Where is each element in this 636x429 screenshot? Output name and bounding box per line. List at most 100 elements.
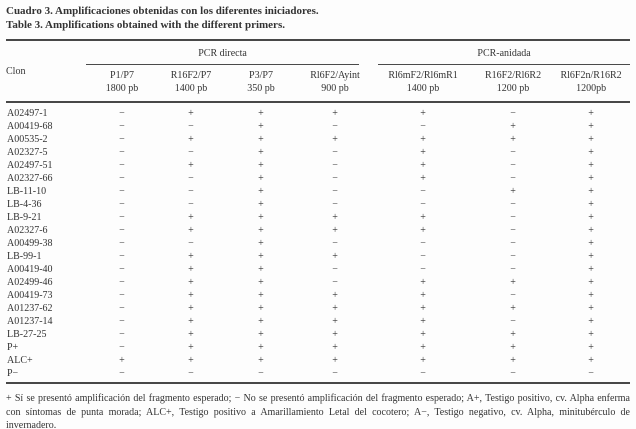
primer-size: 1800 pb bbox=[105, 83, 139, 94]
result-cell: − bbox=[119, 173, 125, 184]
result-cell: + bbox=[332, 251, 338, 262]
result-cell: + bbox=[119, 355, 125, 366]
result-cell: − bbox=[119, 225, 125, 236]
result-cell: + bbox=[588, 342, 594, 353]
result-cell: + bbox=[420, 147, 426, 158]
clone-name: P− bbox=[6, 367, 86, 384]
footnote: + Sí se presentó amplificación del fragm… bbox=[6, 393, 630, 429]
result-cell: + bbox=[258, 186, 264, 197]
result-cell: + bbox=[420, 225, 426, 236]
result-cell: + bbox=[420, 329, 426, 340]
clone-name: A02499-46 bbox=[7, 277, 53, 288]
result-cell: + bbox=[510, 134, 516, 145]
result-cell: + bbox=[258, 199, 264, 210]
result-cell: + bbox=[258, 212, 264, 223]
result-cell: + bbox=[258, 264, 264, 275]
column-header-r16f2-p7: R16F2/P7 1400 pb bbox=[158, 65, 224, 103]
result-cell: − bbox=[119, 342, 125, 353]
result-cell: + bbox=[188, 329, 194, 340]
result-cell: − bbox=[119, 108, 125, 119]
result-cell: + bbox=[510, 186, 516, 197]
result-cell: + bbox=[588, 303, 594, 314]
table-row: LB-99-1 − + + + − − + bbox=[6, 250, 630, 263]
result-cell: − bbox=[86, 367, 158, 384]
result-cell: + bbox=[188, 134, 194, 145]
primer-size: 350 pb bbox=[247, 83, 275, 94]
table-row: LB-27-25 − + + + + + + bbox=[6, 328, 630, 341]
clone-name: LB-4-36 bbox=[7, 199, 42, 210]
result-cell: + bbox=[588, 316, 594, 327]
result-cell: + bbox=[420, 173, 426, 184]
result-cell: + bbox=[258, 303, 264, 314]
table-row: A00419-40 − + + − − − + bbox=[6, 263, 630, 276]
clone-name: A00419-73 bbox=[7, 290, 53, 301]
result-cell: − bbox=[188, 186, 194, 197]
result-cell: + bbox=[588, 277, 594, 288]
primer-size: 1200 pb bbox=[496, 83, 530, 94]
result-cell: − bbox=[332, 186, 338, 197]
result-cell: + bbox=[510, 329, 516, 340]
result-cell: + bbox=[188, 160, 194, 171]
result-cell: + bbox=[588, 225, 594, 236]
table-row: A02499-46 − + + − + + + bbox=[6, 276, 630, 289]
title-spanish: Cuadro 3. Amplificaciones obtenidas con … bbox=[6, 5, 319, 17]
result-cell: + bbox=[510, 355, 516, 366]
result-cell: − bbox=[510, 160, 516, 171]
result-cell: + bbox=[188, 251, 194, 262]
result-cell: − bbox=[332, 238, 338, 249]
result-cell: + bbox=[510, 342, 516, 353]
result-cell: + bbox=[258, 251, 264, 262]
result-cell: + bbox=[420, 290, 426, 301]
result-cell: + bbox=[588, 238, 594, 249]
result-cell: + bbox=[188, 342, 194, 353]
table-row: A02497-1 − + + + + − + bbox=[6, 102, 630, 120]
table-row: LB-4-36 − − + − − − + bbox=[6, 198, 630, 211]
result-cell: − bbox=[420, 264, 426, 275]
result-cell: − bbox=[119, 121, 125, 132]
result-cell: − bbox=[332, 199, 338, 210]
result-cell: − bbox=[510, 173, 516, 184]
result-cell: − bbox=[119, 316, 125, 327]
group-header-pcr-directa: PCR directa bbox=[86, 40, 372, 65]
table-row: A02327-66 − − + − + − + bbox=[6, 172, 630, 185]
result-cell: − bbox=[420, 199, 426, 210]
column-header-r16f2-r16r2: R16F2/Rl6R2 1200 pb bbox=[474, 65, 553, 103]
result-cell: − bbox=[158, 367, 224, 384]
primer-size: 1400 pb bbox=[174, 83, 208, 94]
result-cell: + bbox=[188, 355, 194, 366]
result-cell: + bbox=[188, 212, 194, 223]
result-cell: + bbox=[588, 199, 594, 210]
result-cell: + bbox=[510, 303, 516, 314]
result-cell: − bbox=[420, 238, 426, 249]
result-cell: + bbox=[332, 355, 338, 366]
result-cell: − bbox=[298, 367, 373, 384]
result-cell: + bbox=[588, 108, 594, 119]
result-cell: + bbox=[258, 173, 264, 184]
result-cell: + bbox=[420, 134, 426, 145]
result-cell: + bbox=[258, 147, 264, 158]
clone-name: A02327-6 bbox=[7, 225, 48, 236]
result-cell: − bbox=[119, 264, 125, 275]
result-cell: + bbox=[420, 342, 426, 353]
result-cell: − bbox=[552, 367, 631, 384]
table-row: P− − − − − − − − bbox=[6, 367, 631, 384]
result-cell: − bbox=[510, 225, 516, 236]
result-cell: − bbox=[119, 290, 125, 301]
result-cell: − bbox=[119, 303, 125, 314]
primer-size: 1200pb bbox=[576, 83, 607, 94]
result-cell: + bbox=[258, 160, 264, 171]
result-cell: − bbox=[119, 134, 125, 145]
result-cell: − bbox=[119, 147, 125, 158]
clone-name: ALC+ bbox=[7, 355, 33, 366]
result-cell: + bbox=[420, 277, 426, 288]
result-cell: + bbox=[420, 316, 426, 327]
result-cell: − bbox=[119, 186, 125, 197]
result-cell: − bbox=[119, 329, 125, 340]
result-cell: + bbox=[588, 121, 594, 132]
clone-name: P+ bbox=[7, 342, 19, 353]
column-header-r16f2-ayint: Rl6F2/Ayint 900 pb bbox=[298, 65, 373, 103]
primer-name: Rl6F2/Ayint bbox=[310, 70, 360, 81]
clone-name: LB-9-21 bbox=[7, 212, 42, 223]
result-cell: − bbox=[332, 160, 338, 171]
result-cell: − bbox=[372, 367, 475, 384]
